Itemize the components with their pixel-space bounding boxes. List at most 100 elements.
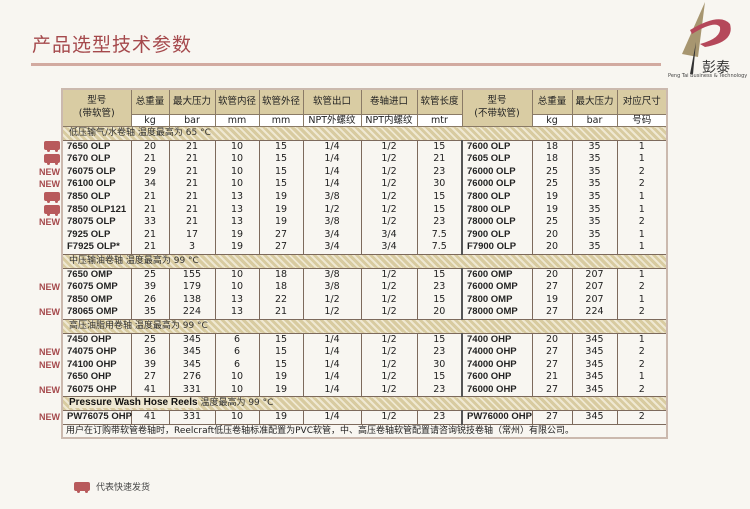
cell-w2: 19 (531, 190, 572, 204)
cell-model2: 76000 OMP (461, 281, 532, 294)
header-size: 对应尺寸 (616, 88, 668, 115)
header-hose-od: 软管外径 (258, 88, 304, 115)
cell-od: 15 (258, 358, 303, 372)
cell-in: 1/2 (360, 383, 417, 397)
cell-w: 21 (130, 190, 169, 204)
section-header-row: Pressure Wash Hose Reels 温度最高为 99 °C (61, 396, 667, 412)
cell-w2: 19 (531, 293, 572, 307)
cell-w2: 25 (531, 216, 572, 229)
header-model-with-hose: 型号 (带软管) (61, 88, 132, 127)
section-title-text: 温度最高为 99 °C (197, 398, 274, 409)
cell-w: 21 (130, 241, 169, 255)
cell-len: 30 (416, 358, 462, 372)
unit-cell: kg (130, 114, 170, 127)
cell-w2: 27 (531, 410, 572, 425)
cell-in: 1/2 (360, 333, 417, 347)
cell-model2: 74000 OHP (461, 346, 532, 359)
cell-size: 2 (616, 358, 667, 372)
cell-w: 29 (130, 165, 169, 179)
cell-model: 7650 OMP (61, 268, 131, 282)
cell-model: 74100 OHP (61, 358, 131, 372)
cell-w: 41 (130, 383, 169, 397)
cell-model2: 7800 OLP (461, 203, 532, 217)
cell-len: 23 (416, 216, 462, 229)
cell-model: 7650 OHP (61, 371, 131, 384)
cell-size: 2 (616, 165, 667, 179)
cell-w2: 27 (531, 346, 572, 359)
cell-model2: 76000 OLP (461, 178, 532, 191)
cell-model: 7925 OLP (61, 228, 131, 242)
cell-w: 21 (130, 228, 169, 242)
cell-od: 19 (258, 216, 303, 229)
cell-size: 1 (616, 190, 667, 204)
cell-w: 41 (130, 410, 169, 425)
cell-len: 23 (416, 410, 462, 425)
cell-id: 6 (214, 346, 259, 359)
section-title-bold: Pressure Wash Hose Reels (69, 397, 198, 409)
cell-in: 1/2 (360, 165, 417, 179)
cell-od: 15 (258, 346, 303, 359)
header-model-without-hose: 型号 (不带软管) (461, 88, 533, 127)
cell-od: 19 (258, 410, 303, 425)
header-pressure: 最大压力 (168, 88, 216, 115)
cell-size: 1 (616, 203, 667, 217)
new-badge: NEW (39, 359, 60, 370)
cell-p: 179 (168, 281, 215, 294)
cell-out: 1/4 (302, 153, 361, 166)
cell-id: 10 (214, 153, 259, 166)
cell-id: 10 (214, 178, 259, 191)
unit-cell: mm (258, 114, 304, 127)
cell-w: 35 (130, 306, 169, 320)
cell-in: 1/2 (360, 306, 417, 320)
cell-model2: 76000 OHP (461, 383, 532, 397)
cell-p: 155 (168, 268, 215, 282)
cell-p: 21 (168, 203, 215, 217)
cell-model2: 78000 OMP (461, 306, 532, 320)
cell-p: 331 (168, 383, 215, 397)
cell-p: 21 (168, 153, 215, 166)
cell-p2: 35 (571, 203, 617, 217)
section-title-text: 低压输气/水卷轴 温度最高为 65 °C (69, 128, 211, 138)
table-row: 74100 OHP 39 345 6 15 1/4 1/2 30 74000 OHP 27 345 2 (61, 358, 667, 372)
cell-model2: 7600 OLP (461, 140, 532, 154)
cell-out: 1/4 (302, 410, 361, 425)
cell-model: 78065 OMP (61, 306, 131, 320)
cell-model2: 7600 OMP (461, 268, 532, 282)
cell-id: 10 (214, 383, 259, 397)
table-row: 7925 OLP 21 17 19 27 3/4 3/4 7.5 7900 OLP 20 35 1 (61, 228, 667, 242)
truck-icon (38, 204, 60, 216)
cell-w: 34 (130, 178, 169, 191)
new-badge: NEW (39, 384, 60, 395)
new-badge: NEW (39, 179, 60, 190)
unit-cell: mm (214, 114, 260, 127)
cell-p2: 345 (571, 333, 617, 347)
cell-w: 20 (130, 140, 169, 154)
cell-p: 21 (168, 165, 215, 179)
cell-od: 15 (258, 153, 303, 166)
cell-model: 7450 OHP (61, 333, 131, 347)
cell-size: 1 (616, 241, 667, 255)
cell-len: 23 (416, 346, 462, 359)
cell-in: 1/2 (360, 293, 417, 307)
cell-in: 1/2 (360, 140, 417, 154)
cell-od: 19 (258, 371, 303, 384)
cell-in: 1/2 (360, 203, 417, 217)
cell-size: 1 (616, 153, 667, 166)
cell-len: 23 (416, 383, 462, 397)
cell-w2: 25 (531, 178, 572, 191)
cell-w: 39 (130, 358, 169, 372)
cell-size: 2 (616, 306, 667, 320)
cell-in: 1/2 (360, 268, 417, 282)
cell-p2: 345 (571, 358, 617, 372)
cell-in: 1/2 (360, 216, 417, 229)
legend: 代表快速发货 (74, 480, 150, 493)
cell-in: 3/4 (360, 228, 417, 242)
cell-model2: 76000 OLP (461, 165, 532, 179)
cell-in: 1/2 (360, 371, 417, 384)
cell-size: 2 (616, 383, 667, 397)
cell-id: 10 (214, 140, 259, 154)
cell-model2: 7800 OLP (461, 190, 532, 204)
cell-id: 13 (214, 190, 259, 204)
cell-len: 23 (416, 281, 462, 294)
header-weight: 总重量 (130, 88, 170, 115)
